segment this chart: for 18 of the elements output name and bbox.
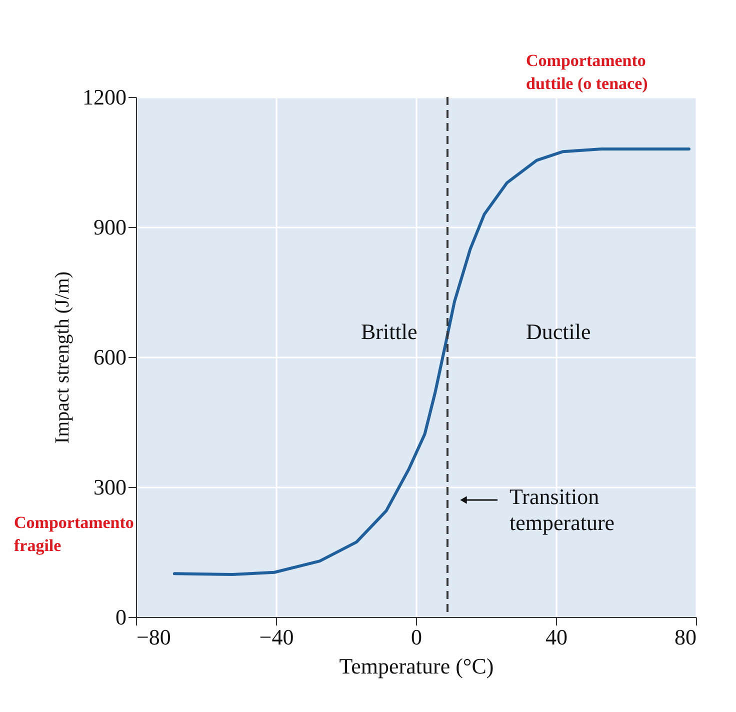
x-tick-label: 40: [546, 624, 568, 650]
annotation: Brittle: [361, 319, 418, 344]
x-tick-label: −40: [259, 624, 294, 650]
line-series: [173, 148, 690, 576]
text: Comportamento fragile: [14, 513, 134, 555]
annotation: Ductile: [526, 319, 591, 344]
y-axis-title: Impact strength (J/m): [52, 271, 74, 444]
y-tick-label: 600: [94, 344, 126, 370]
y-tick-label: 1200: [82, 84, 126, 110]
x-tick-label: 0: [411, 624, 422, 650]
y-tick-label: 0: [116, 604, 126, 630]
x-tick-label: −80: [136, 624, 171, 650]
y-tick-label: 900: [94, 214, 126, 240]
y-tick-label: 300: [94, 474, 126, 500]
x-tick-label: 80: [674, 624, 696, 650]
text: Comportamento duttile (o tenace): [526, 51, 648, 93]
ref-line-label: Transition temperature: [510, 484, 615, 535]
x-axis-title: Temperature (°C): [339, 654, 494, 678]
